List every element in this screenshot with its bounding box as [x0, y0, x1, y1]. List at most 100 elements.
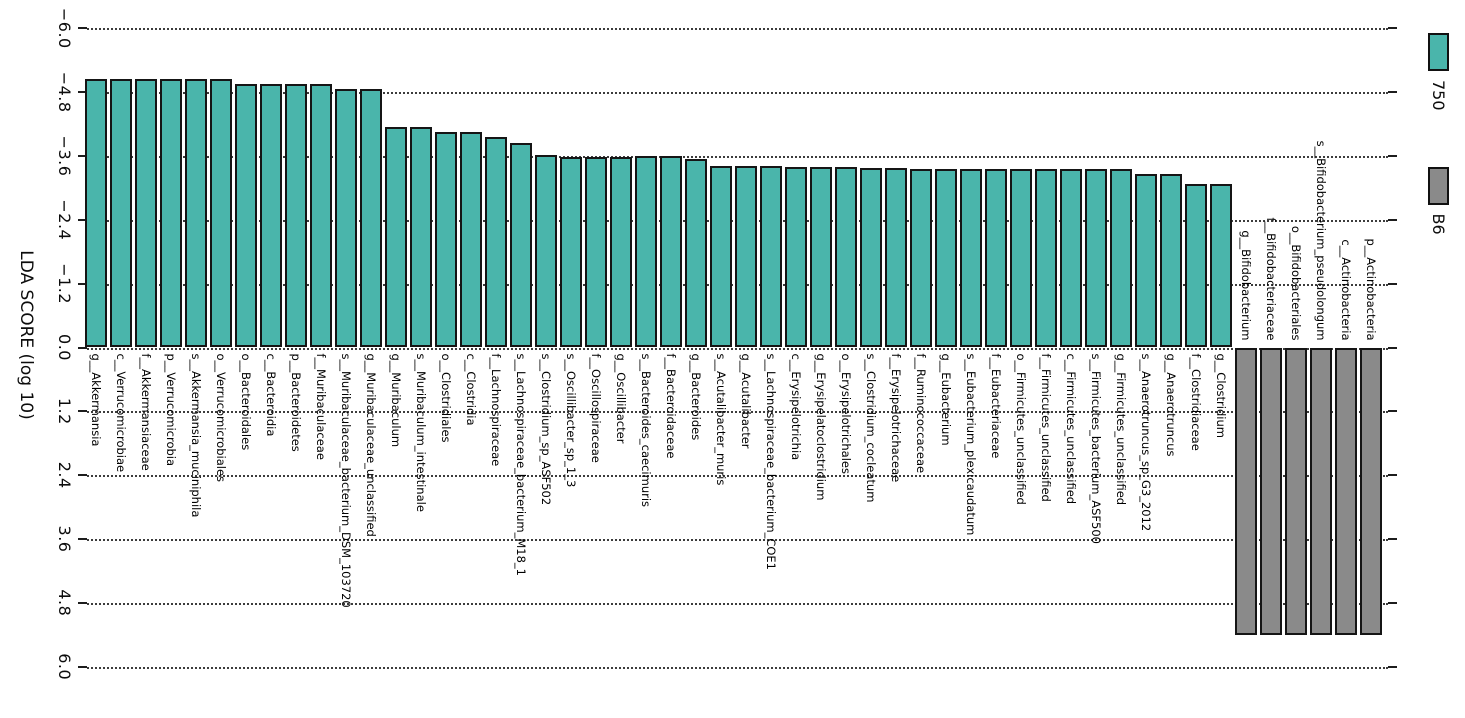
axis-gridline — [87, 155, 1388, 158]
axis-tick — [1388, 154, 1397, 157]
lda-bar — [860, 167, 882, 348]
lda-bar — [385, 126, 407, 348]
taxon-label: s__Bifidobacterium_pseudolongum — [1314, 140, 1328, 341]
taxon-label: f__Ruminococcaceae — [914, 353, 928, 474]
taxon-label: o__Bifidobacteriales — [1289, 225, 1303, 341]
lda-bar — [1110, 169, 1132, 348]
taxon-label: g__Acutalibacter — [739, 353, 753, 449]
taxon-label: s__Lachnospiraceae_bacterium_M18_1 — [514, 353, 528, 576]
axis-tick-label: 6.0 — [55, 653, 74, 681]
axis-tick — [78, 601, 87, 604]
taxon-label: f__Muribaculaceae — [314, 353, 328, 460]
taxon-label: g__Akkermansia — [89, 353, 103, 447]
taxon-label: s__Clostridium_sp_ASF502 — [539, 353, 553, 506]
lda-bar — [760, 165, 782, 348]
lda-bar — [185, 78, 207, 348]
legend-label-750: 750 — [1429, 80, 1448, 111]
taxon-label: g__Firmicutes_unclassified — [1114, 353, 1128, 506]
axis-tick — [78, 538, 87, 541]
lda-bar — [135, 78, 157, 348]
taxon-label: o__Bacteroidales — [239, 353, 253, 451]
taxon-label: s__Akkermansia_muciniphila — [189, 353, 203, 518]
lda-bar — [985, 169, 1007, 348]
lda-bar — [835, 166, 857, 348]
lda-bar — [810, 166, 832, 348]
lda-bar — [1060, 169, 1082, 348]
taxon-label: o__Erysipelotrichales — [839, 353, 853, 474]
axis-tick — [1388, 346, 1397, 349]
axis-tick — [1388, 282, 1397, 285]
axis-tick-label: −6.0 — [55, 7, 74, 49]
taxon-label: c__Bacteroidia — [264, 353, 278, 437]
axis-gridline — [87, 475, 1388, 478]
axis-tick — [1388, 665, 1397, 668]
axis-gridline — [87, 602, 1388, 605]
axis-gridline — [87, 28, 1388, 31]
axis-tick-label: 1.2 — [55, 397, 74, 425]
taxon-label: f__Eubacteriaceae — [989, 353, 1003, 459]
lda-bar — [1010, 169, 1032, 348]
lda-bar — [310, 84, 332, 348]
lda-bar — [85, 78, 107, 348]
axis-tick-label: 0.0 — [55, 334, 74, 361]
lda-bar — [685, 158, 707, 348]
taxon-label: f__Oscillospiraceae — [589, 353, 603, 463]
axis-tick — [1388, 474, 1397, 477]
axis-tick-label: −2.4 — [55, 199, 74, 241]
lda-bar — [585, 157, 607, 348]
lda-bar — [435, 132, 457, 348]
axis-tick — [78, 27, 87, 30]
axis-tick — [1388, 27, 1397, 30]
axis-title: LDA SCORE (log 10) — [16, 250, 36, 420]
lda-bar — [660, 155, 682, 348]
lda-bar — [960, 169, 982, 348]
taxon-label: s__Anaerotruncus_sp_G3_2012 — [1139, 353, 1153, 532]
lda-bar — [635, 155, 657, 348]
taxon-label: o__Firmicutes_unclassified — [1014, 353, 1028, 505]
lda-bar — [935, 168, 957, 348]
lda-bar — [460, 132, 482, 348]
taxon-label: f__Firmicutes_unclassified — [1039, 353, 1053, 502]
taxon-label: s__Muribaculum_intestinale — [414, 353, 428, 512]
lda-bar — [1210, 183, 1232, 348]
lda-bar — [785, 166, 807, 348]
taxon-label: g__Muribaculaceae_unclassified — [364, 353, 378, 537]
lda-bar — [1160, 173, 1182, 348]
taxon-label: s__Lachnospiraceae_bacterium_COE1 — [764, 353, 778, 571]
legend: 750 B6 — [1428, 33, 1449, 291]
lda-bar — [910, 168, 932, 348]
taxon-label: c__Verrucomicrobiae — [114, 353, 128, 473]
axis-tick — [1388, 218, 1397, 221]
lda-bar — [735, 165, 757, 348]
lda-bar — [710, 165, 732, 348]
axis-tick-label: −4.8 — [55, 71, 74, 113]
taxon-label: o__Verrucomicrobiales — [214, 353, 228, 483]
taxon-label: g__Bifidobacterium — [1239, 230, 1253, 341]
taxon-label: f__Lachnospiraceae — [489, 353, 503, 467]
lda-bar — [285, 84, 307, 348]
lda-bar — [1335, 347, 1357, 635]
lda-bar — [1035, 169, 1057, 348]
taxon-label: s__Oscillibacter_sp_1_3 — [564, 353, 578, 488]
taxon-label: f__Bacteroidaceae — [664, 353, 678, 459]
legend-swatch-B6 — [1428, 166, 1449, 205]
taxon-label: f__Bifidobacteriaceae — [1264, 217, 1278, 341]
taxon-label: c__Actinobacteria — [1339, 239, 1353, 341]
axis-gridline — [87, 539, 1388, 542]
taxon-label: g__Erysipelatoclostridium — [814, 353, 828, 501]
taxon-label: f__Akkermansiaceae — [139, 353, 153, 471]
lda-bar — [410, 126, 432, 348]
taxon-label: s__Firmicutes_bacterium_ASF500 — [1089, 353, 1103, 544]
lda-bar — [485, 137, 507, 348]
lda-bar — [1085, 169, 1107, 348]
axis-tick — [1388, 601, 1397, 604]
taxon-label: p__Actinobacteria — [1364, 238, 1378, 341]
lda-bar — [1135, 173, 1157, 348]
lda-bar — [1310, 347, 1332, 635]
taxon-label: g__Muribaculum — [389, 353, 403, 448]
legend-swatch-750 — [1428, 33, 1449, 71]
axis-tick — [1388, 410, 1397, 413]
taxon-label: p__Bacteroidetes — [289, 353, 303, 452]
lda-bar — [160, 78, 182, 348]
